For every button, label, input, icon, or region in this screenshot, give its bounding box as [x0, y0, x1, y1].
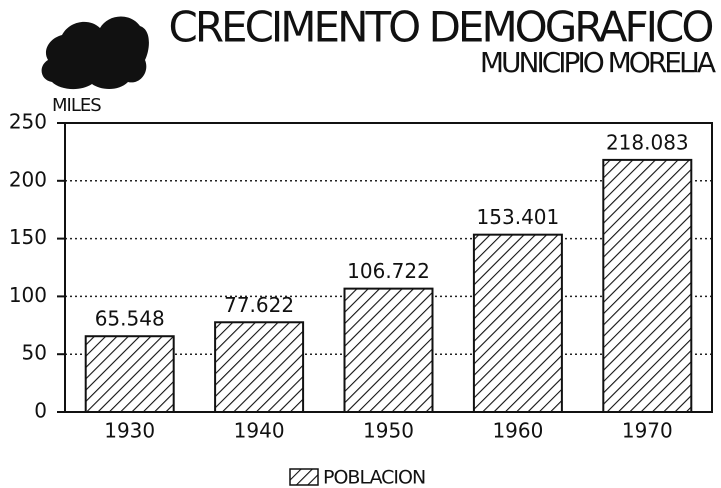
bar — [602, 158, 693, 413]
value-label: 65.548 — [95, 307, 165, 331]
x-tick-label: 1940 — [234, 419, 285, 443]
bar — [472, 233, 563, 413]
logo — [41, 16, 149, 90]
x-tick-label: 1950 — [363, 419, 414, 443]
legend-label: POBLACION — [323, 467, 425, 488]
y-tick-label: 250 — [9, 110, 47, 134]
chart-subtitle: MUNICIPIO MORELIA — [480, 46, 716, 79]
x-tick-label: 1970 — [622, 419, 673, 443]
bar — [214, 321, 305, 414]
legend-swatch — [289, 468, 319, 486]
x-tick-label: 1930 — [104, 419, 155, 443]
value-label: 77.622 — [224, 293, 294, 317]
x-tick-label: 1960 — [492, 419, 543, 443]
value-label: 153.401 — [477, 205, 560, 229]
y-tick-label: 150 — [9, 225, 47, 249]
y-tick-label: 50 — [22, 341, 47, 365]
y-tick-label: 100 — [9, 283, 47, 307]
chart-title: CRECIMENTO DEMOGRAFICO — [169, 3, 713, 52]
y-tick-label: 200 — [9, 167, 47, 191]
y-axis-label: MILES — [52, 95, 101, 116]
bar — [84, 335, 175, 413]
value-label: 218.083 — [606, 130, 689, 154]
y-tick-label: 0 — [34, 399, 47, 423]
bar — [343, 287, 434, 413]
value-label: 106.722 — [347, 259, 430, 283]
